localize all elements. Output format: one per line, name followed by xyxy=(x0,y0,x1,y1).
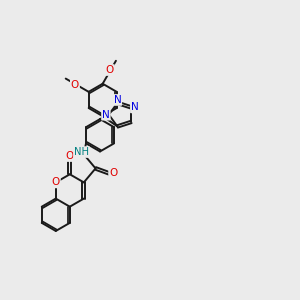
Text: O: O xyxy=(71,80,79,90)
Text: N: N xyxy=(131,102,139,112)
Text: O: O xyxy=(106,65,114,75)
Text: O: O xyxy=(52,177,60,188)
Text: NH: NH xyxy=(74,147,89,157)
Text: O: O xyxy=(66,151,74,161)
Text: N: N xyxy=(102,110,110,120)
Text: O: O xyxy=(109,168,117,178)
Text: N: N xyxy=(113,95,121,105)
